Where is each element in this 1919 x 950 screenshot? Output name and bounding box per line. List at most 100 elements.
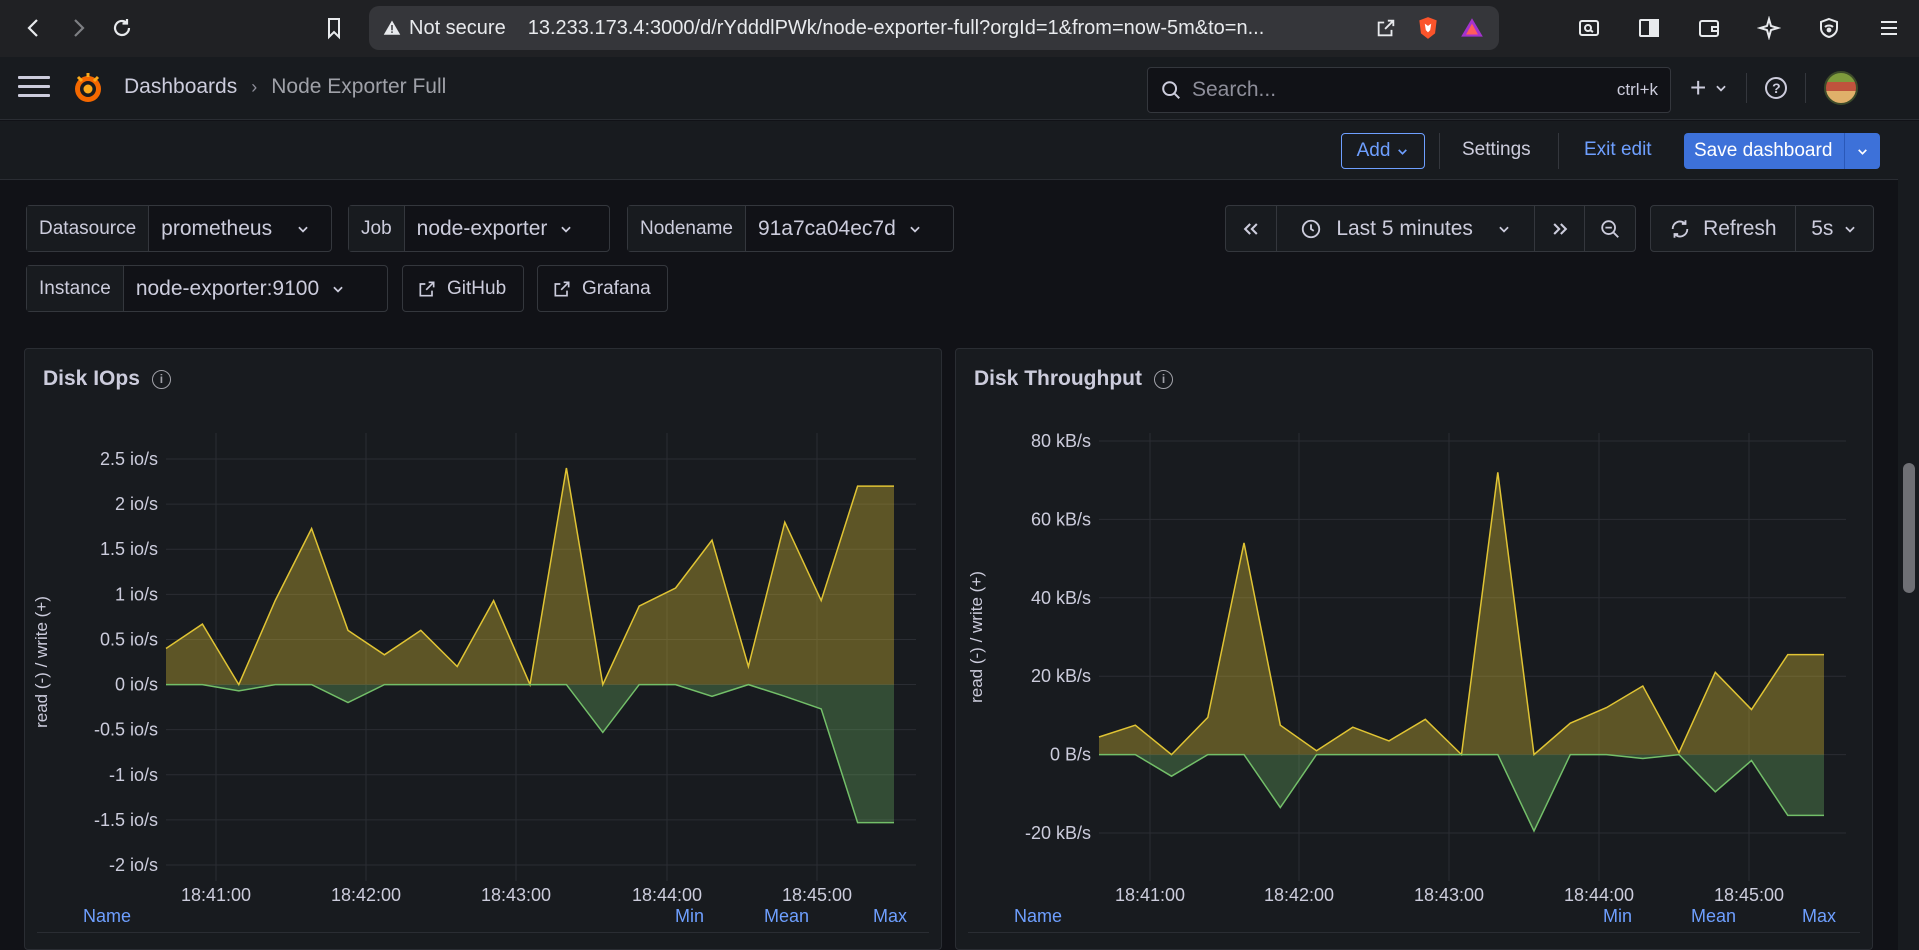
chevron-down-icon [561,226,572,233]
legend-min-header[interactable]: Min [1603,906,1633,926]
x-tick-label: 18:41:00 [181,885,251,905]
bookmark-icon[interactable] [314,8,354,48]
y-tick-label: 80 kB/s [1031,431,1091,451]
y-tick-label: 1.5 io/s [100,539,158,559]
y-tick-label: 60 kB/s [1031,509,1091,529]
panel-title[interactable]: Disk Throughput i [974,367,1173,391]
datasource-value: prometheus [161,216,273,240]
time-forward-button[interactable] [1535,206,1586,251]
info-icon[interactable]: i [151,369,171,389]
settings-button[interactable]: Settings [1462,139,1531,160]
avatar[interactable] [1824,71,1859,105]
y-tick-label: -0.5 io/s [94,720,158,740]
back-icon[interactable] [14,8,54,48]
panel-title[interactable]: Disk IOps i [43,367,171,391]
x-tick-label: 18:44:00 [1564,885,1634,905]
address-bar[interactable]: Not secure 13.233.173.4:3000/d/rYdddlPWk… [369,6,1499,50]
grafana-logo-icon[interactable] [71,71,105,105]
exit-edit-button[interactable]: Exit edit [1584,139,1652,160]
menu-icon[interactable] [18,76,50,100]
nodename-value: 91a7ca04ec7d [757,216,896,240]
x-tick-label: 18:43:00 [481,885,551,905]
vpn-icon[interactable] [1809,8,1849,48]
y-tick-label: -20 kB/s [1025,823,1091,843]
forward-icon[interactable] [58,8,98,48]
zoom-out-button[interactable] [1585,206,1635,251]
time-range-label: Last 5 minutes [1336,216,1473,240]
help-icon[interactable]: ? [1765,77,1788,99]
variable-label: Datasource [27,206,150,251]
grafana-topbar: Dashboards › Node Exporter Full Search..… [0,57,1919,120]
sidebar-toggle-icon[interactable] [1629,8,1669,48]
url-text[interactable]: 13.233.173.4:3000/d/rYdddlPWk/node-expor… [527,16,1265,39]
breadcrumb: Dashboards › Node Exporter Full [124,75,446,99]
grafana-link[interactable]: Grafana [537,265,668,312]
time-back-button[interactable] [1226,206,1277,251]
share-icon[interactable] [1375,17,1397,39]
wallet-icon[interactable] [1689,8,1729,48]
job-value: node-exporter [416,216,548,240]
refresh-button[interactable]: Refresh [1651,206,1796,251]
x-tick-label: 18:43:00 [1414,885,1484,905]
not-secure-indicator[interactable]: Not secure [383,17,506,40]
chevrons-right-icon [1553,222,1568,235]
legend-mean-header[interactable]: Mean [764,906,810,926]
github-label: GitHub [447,277,507,299]
save-dashboard-button[interactable]: Save dashboard [1684,133,1880,169]
dashboard-edit-toolbar: Add Settings Exit edit Save dashboard [0,121,1919,180]
x-tick-label: 18:42:00 [1264,885,1334,905]
legend-name-header[interactable]: Name [1014,906,1063,926]
grafana-label: Grafana [582,277,651,299]
breadcrumb-dashboards[interactable]: Dashboards [124,75,238,98]
browser-menu-icon[interactable] [1869,8,1909,48]
github-link[interactable]: GitHub [402,265,524,312]
chevron-down-icon [1716,85,1727,92]
panel-disk-iops[interactable]: Disk IOps i 2.5 io/s 2 io/s 1.5 io/s 1 io/s… [24,348,942,950]
y-tick-label: -1 io/s [109,765,158,785]
legend-name-header[interactable]: Name [83,906,132,926]
chevron-down-icon [910,226,920,233]
time-range-picker[interactable]: Last 5 minutes [1277,206,1536,251]
disk-throughput-chart[interactable]: 80 kB/s 60 kB/s 40 kB/s 20 kB/s 0 B/s -20 kB/… [956,409,1873,909]
series-area-read [1099,754,1824,831]
add-label: Add [1356,140,1391,161]
legend-mean-header[interactable]: Mean [1691,906,1737,926]
refresh-picker: Refresh 5s [1650,205,1874,252]
reader-mode-icon[interactable] [1569,8,1609,48]
legend-divider [968,932,1860,933]
new-button[interactable]: + [1690,72,1728,104]
save-options-button[interactable] [1844,133,1880,169]
save-dashboard-label: Save dashboard [1694,140,1833,161]
external-link-icon [419,281,435,296]
panel-disk-throughput[interactable]: Disk Throughput i 80 kB/s 60 kB/s 40 kB/s 2… [955,348,1873,950]
job-select[interactable]: node-exporter [405,206,586,251]
leo-ai-icon[interactable] [1749,8,1789,48]
x-tick-label: 18:45:00 [1714,885,1784,905]
brave-shields-icon[interactable] [1415,15,1441,41]
disk-iops-chart[interactable]: 2.5 io/s 2 io/s 1.5 io/s 1 io/s 0.5 io/s 0 io… [25,409,942,909]
y-tick-label: 0 io/s [115,675,158,695]
legend-max-header[interactable]: Max [1802,906,1837,926]
refresh-interval-select[interactable]: 5s [1796,206,1873,251]
search-input[interactable]: Search... ctrl+k [1147,67,1671,113]
chevron-down-icon [333,286,343,293]
divider [1558,133,1559,169]
refresh-label: Refresh [1703,216,1777,240]
nodename-select[interactable]: 91a7ca04ec7d [746,206,934,251]
x-tick-label: 18:44:00 [632,885,702,905]
reload-icon[interactable] [102,8,142,48]
info-icon[interactable]: i [1153,369,1173,389]
legend-max-header[interactable]: Max [873,906,908,926]
y-tick-label: 2.5 io/s [100,449,158,469]
time-picker: Last 5 minutes [1225,205,1636,252]
x-tick-label: 18:41:00 [1115,885,1185,905]
brave-rewards-icon[interactable] [1459,15,1485,41]
datasource-select[interactable]: prometheus [149,206,322,251]
add-button[interactable]: Add [1341,133,1425,169]
y-tick-label: 1 io/s [115,584,158,604]
scrollbar-thumb[interactable] [1903,463,1915,593]
instance-select[interactable]: node-exporter:9100 [124,266,357,311]
chevron-down-icon [1858,148,1867,155]
y-tick-label: 2 io/s [115,494,158,514]
legend-min-header[interactable]: Min [675,906,705,926]
